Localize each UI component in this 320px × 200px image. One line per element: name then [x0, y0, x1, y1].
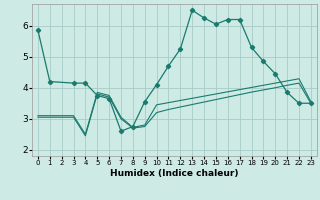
X-axis label: Humidex (Indice chaleur): Humidex (Indice chaleur) [110, 169, 239, 178]
